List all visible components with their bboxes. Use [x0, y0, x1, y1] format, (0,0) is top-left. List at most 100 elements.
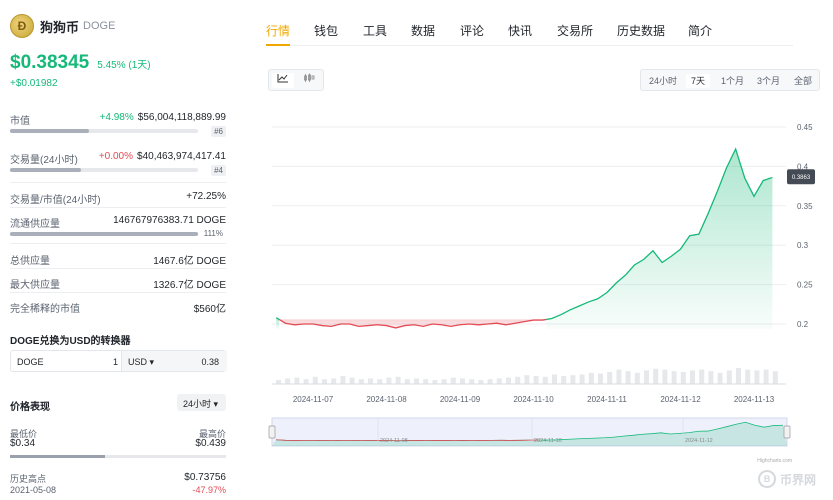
performance-period-select[interactable]: 24小时 ▾: [177, 394, 226, 411]
tab-intro[interactable]: 简介: [688, 24, 713, 38]
volume-bar: [377, 379, 383, 384]
y-tick-label: 0.3: [797, 241, 809, 250]
chart-navigator: 2024-11-08 2024-11-10 2024-11-12: [268, 417, 791, 447]
volume-bar: [395, 376, 401, 384]
candlestick-icon[interactable]: [298, 73, 320, 88]
converter-currency-select[interactable]: USD ▾: [128, 357, 155, 367]
market-cap-bar-fill: [10, 129, 89, 133]
volume-bar: [772, 371, 778, 384]
fdv-label: 完全稀释的市值: [10, 304, 80, 315]
watermark: B 币界网: [758, 470, 816, 488]
volume-bar: [653, 368, 659, 384]
volume-bar: [745, 369, 751, 384]
price-area-up: [276, 317, 280, 329]
market-cap-change: +4.98%: [99, 112, 134, 123]
x-tick-label: 2024-11-12: [660, 395, 701, 404]
navigator-date-label: 2024-11-10: [534, 438, 562, 444]
tab-history[interactable]: 历史数据: [617, 24, 666, 38]
volume-bar: [496, 378, 502, 384]
range-1m[interactable]: 1个月: [721, 76, 745, 86]
range-24h[interactable]: 24小时: [649, 76, 678, 86]
volume-bar: [736, 368, 741, 384]
market-cap-rank: #6: [211, 126, 226, 137]
volume-bar: [690, 370, 695, 384]
ath-date: 2021-05-08: [10, 485, 57, 495]
volume-bar: [276, 380, 281, 384]
coin-header: Ð 狗狗币 DOGE: [10, 14, 115, 38]
range-all[interactable]: 全部: [794, 76, 813, 86]
performance-title: 价格表现: [10, 402, 50, 413]
divider: [10, 207, 226, 208]
low-high-range-bar: [10, 455, 226, 458]
circulating-label: 流通供应量: [10, 219, 60, 230]
current-price: $0.38345: [10, 52, 90, 73]
tab-market[interactable]: 行情: [266, 24, 291, 38]
volume-bar: [634, 372, 640, 384]
volume-bar: [386, 377, 392, 384]
volume-bar: [763, 369, 769, 384]
y-tick-label: 0.4: [797, 162, 809, 171]
current-price-tag: [787, 169, 815, 185]
tab-data[interactable]: 数据: [411, 24, 436, 38]
main-tabs: 行情 钱包 工具 数据 评论 快讯 交易所 历史数据 简介: [266, 0, 793, 46]
ath-value: $0.73756: [184, 472, 226, 483]
volume-bar: [349, 377, 355, 384]
volume-bar: [450, 377, 456, 384]
volume-bar: [533, 376, 539, 384]
converter-from-amount[interactable]: 1: [113, 357, 119, 367]
vol-mcap-label: 交易量/市值(24小时): [10, 195, 101, 206]
price-area-up: [546, 149, 773, 329]
tab-comments[interactable]: 评论: [460, 24, 485, 38]
volume-bar: [671, 371, 677, 384]
converter-to: USD ▾ 0.38: [121, 351, 227, 371]
x-tick-label: 2024-11-09: [440, 395, 481, 404]
vol-mcap-value: +72.25%: [186, 191, 226, 202]
market-cap-stat: 市值 +4.98% $56,004,118,889.99 #6: [10, 112, 226, 138]
highcharts-credit: Highcharts.com: [757, 458, 792, 464]
volume-bar: [625, 371, 631, 384]
low-label: 最低价: [10, 429, 38, 439]
chart-type-toggle: [268, 69, 324, 91]
divider: [10, 182, 226, 183]
tab-tools[interactable]: 工具: [363, 24, 388, 38]
volume-bar: [726, 370, 732, 384]
range-3m[interactable]: 3个月: [757, 76, 781, 86]
volume-bars: [272, 368, 786, 385]
divider: [10, 268, 226, 269]
volume-label: 交易量(24小时): [10, 155, 78, 166]
circulating-bar-fill: [10, 232, 198, 236]
volume-bar: [368, 378, 373, 384]
market-cap-bar: [10, 129, 198, 133]
volume-bar: [340, 376, 346, 384]
doge-logo-icon: Ð: [10, 14, 34, 38]
volume-bar: [754, 370, 760, 384]
total-supply-value: 1467.6亿 DOGE: [153, 256, 226, 267]
x-tick-label: 2024-11-13: [734, 395, 775, 404]
tab-exchanges[interactable]: 交易所: [557, 24, 594, 38]
price-line-down: [278, 318, 547, 329]
y-tick-label: 0.45: [797, 123, 813, 132]
volume-value: $40,463,974,417.41: [137, 151, 226, 162]
volume-bar: [469, 379, 475, 384]
navigator-area: [272, 422, 787, 446]
volume-bar: [441, 379, 447, 384]
converter-to-amount[interactable]: 0.38: [201, 357, 219, 367]
volume-bar: [662, 369, 668, 384]
divider: [10, 292, 226, 293]
low-high-range-fill: [10, 455, 106, 458]
volume-bar: [506, 377, 511, 384]
volume-bar: [10, 168, 198, 172]
volume-bar: [644, 370, 649, 384]
volume-bar: [588, 372, 594, 384]
line-chart-icon[interactable]: [272, 73, 294, 88]
price-line-up: [546, 147, 773, 321]
volume-bar: [423, 379, 429, 384]
market-cap-value: $56,004,118,889.99: [137, 112, 226, 123]
x-tick-label: 2024-11-08: [366, 395, 407, 404]
max-supply-label: 最大供应量: [10, 280, 60, 291]
tab-news[interactable]: 快讯: [508, 24, 533, 38]
x-tick-label: 2024-11-10: [513, 395, 554, 404]
circulating-bar: [10, 232, 198, 236]
range-7d[interactable]: 7天: [686, 74, 711, 88]
tab-wallet[interactable]: 钱包: [314, 24, 339, 38]
